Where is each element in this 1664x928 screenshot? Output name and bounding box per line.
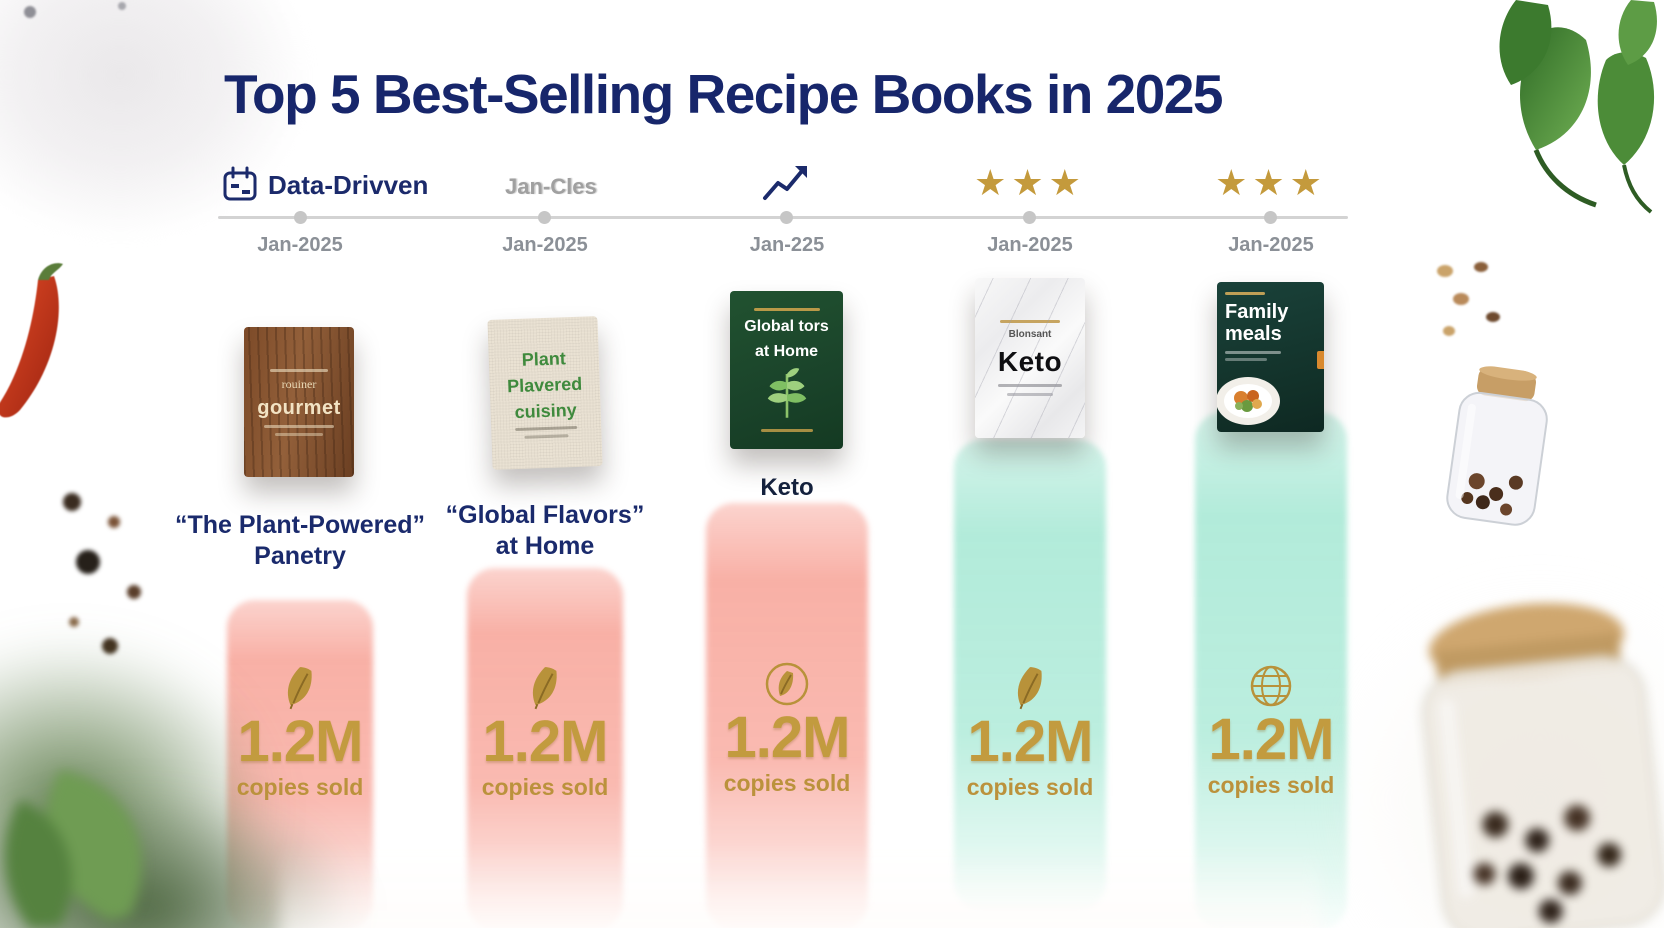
book-cover-4: Blonsant Keto (975, 278, 1085, 438)
leaf-circle-icon (677, 660, 897, 708)
cover-text-line (264, 424, 334, 428)
book-caption-1: “The Plant-Powered” Panetry (170, 510, 430, 572)
cover-title: Plant (521, 347, 567, 370)
date-label: Jan-2025 (257, 234, 343, 256)
cover-text-line (1007, 393, 1053, 396)
star-rating-icon: ★★★ (974, 162, 1086, 203)
timeline-node (1264, 211, 1277, 224)
cover-text-line (275, 432, 323, 436)
spice-dot-decoration (118, 2, 126, 10)
sales-figure-4: 1.2M copies sold (920, 664, 1140, 801)
leaf-illustration-icon (767, 368, 806, 418)
cover-title: gourmet (257, 396, 341, 419)
copies-value: 1.2M (724, 705, 851, 770)
copies-unit: copies sold (236, 774, 364, 800)
spice-dots-decoration (63, 493, 141, 654)
copies-value: 1.2M (967, 709, 1094, 774)
cover-text-line (760, 429, 813, 432)
cover-ribbon (1317, 351, 1324, 369)
basil-leaves-decoration (1499, 0, 1657, 214)
cover-text-line (1000, 320, 1060, 323)
cover-text-line (515, 425, 578, 431)
date-label: Jan-2025 (1228, 234, 1314, 256)
cover-subtitle: Blonsant (1008, 329, 1052, 340)
copies-unit: copies sold (481, 774, 609, 800)
book-caption-3: Keto (707, 472, 867, 503)
book-cover-1: rouiner gourmet (244, 327, 354, 477)
copies-unit: copies sold (1207, 772, 1335, 798)
sales-figure-3: 1.2M copies sold (677, 660, 897, 797)
book-cover-5: Family meals (1217, 282, 1324, 432)
basil-leaf-decoration (5, 770, 142, 928)
book-caption-line: “The Plant-Powered” (174, 511, 426, 539)
copies-value: 1.2M (1208, 707, 1335, 772)
copies-value: 1.2M (482, 709, 609, 774)
sales-bar-5 (1195, 412, 1347, 928)
date-label: Jan-2025 (987, 234, 1073, 256)
globe-icon (1161, 662, 1381, 710)
book-caption-2: “Global Flavors” at Home (415, 500, 675, 562)
sales-figure-1: 1.2M copies sold (190, 664, 410, 801)
timeline-ghost-label: Jan-Cles (505, 174, 597, 199)
peppercorn-jar-decoration (1422, 603, 1664, 928)
sales-figure-2: 1.2M copies sold (435, 664, 655, 801)
book-cover-2: Plant Plavered cuisiny (487, 316, 603, 470)
book-cover-3: Global tors at Home (730, 291, 843, 449)
date-label: Jan-2025 (502, 234, 588, 256)
cover-text-line (998, 384, 1062, 387)
timeline-node (294, 211, 307, 224)
cover-title: Plavered (506, 373, 583, 396)
cover-title: at Home (754, 343, 819, 360)
copies-unit: copies sold (723, 770, 851, 796)
food-plate-illustration (1217, 377, 1280, 425)
copies-unit: copies sold (966, 774, 1094, 800)
chili-pepper-decoration (0, 263, 63, 418)
date-label: Jan-225 (749, 234, 825, 256)
page-title: Top 5 Best-Selling Recipe Books in 2025 (224, 63, 1224, 125)
cover-title: Family (1225, 301, 1289, 323)
book-caption-line: “Global Flavors” (445, 501, 645, 529)
cover-title: Global tors (744, 318, 829, 335)
cover-text-line (270, 368, 328, 372)
spice-jar-decoration (1446, 366, 1548, 526)
cover-title: Keto (997, 346, 1063, 377)
book-caption-line: Keto (760, 474, 814, 501)
calendar-icon (223, 166, 257, 201)
cover-title: cuisiny (514, 399, 577, 422)
copies-value: 1.2M (237, 709, 364, 774)
line-chart-icon (763, 166, 807, 200)
leaf-icon (920, 664, 1140, 712)
seeds-decoration (1437, 262, 1500, 336)
cover-text-line (1225, 358, 1267, 361)
book-caption-line: Panetry (254, 542, 346, 570)
timeline-label: Data-Drivven (268, 170, 429, 200)
cover-text-line (1225, 292, 1265, 295)
book-caption-line: at Home (495, 532, 595, 560)
timeline-node (538, 211, 551, 224)
cover-text-line (524, 433, 569, 439)
sales-figure-5: 1.2M copies sold (1161, 662, 1381, 799)
cover-subtitle: rouiner (281, 376, 317, 391)
timeline-node (1023, 211, 1036, 224)
timeline-node (780, 211, 793, 224)
leaf-icon (435, 664, 655, 712)
cover-text-line (1225, 351, 1281, 354)
leaf-icon (190, 664, 410, 712)
star-rating-icon: ★★★ (1215, 162, 1327, 203)
cover-text-line (753, 308, 820, 311)
cover-title: meals (1225, 323, 1282, 345)
spice-dot-decoration (24, 6, 36, 18)
